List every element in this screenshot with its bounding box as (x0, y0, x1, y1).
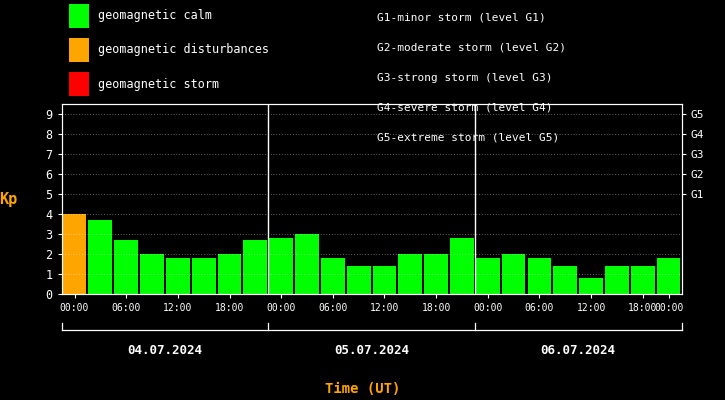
Bar (502, 254, 526, 294)
Bar (424, 254, 448, 294)
Text: 05.07.2024: 05.07.2024 (334, 344, 409, 357)
Text: G4-severe storm (level G4): G4-severe storm (level G4) (377, 103, 552, 113)
Bar (631, 266, 655, 294)
Bar (62, 214, 86, 294)
Bar (269, 238, 293, 294)
Bar (244, 240, 268, 294)
Bar (192, 258, 215, 294)
Bar (295, 234, 319, 294)
Text: G1-minor storm (level G1): G1-minor storm (level G1) (377, 13, 546, 23)
Text: geomagnetic disturbances: geomagnetic disturbances (98, 44, 269, 56)
Bar (347, 266, 370, 294)
Bar (450, 238, 474, 294)
Bar (399, 254, 422, 294)
Text: 06.07.2024: 06.07.2024 (541, 344, 616, 357)
Text: Kp: Kp (0, 192, 18, 206)
Bar (579, 278, 603, 294)
Text: G5-extreme storm (level G5): G5-extreme storm (level G5) (377, 133, 559, 143)
Text: G2-moderate storm (level G2): G2-moderate storm (level G2) (377, 43, 566, 53)
Text: geomagnetic storm: geomagnetic storm (98, 78, 219, 90)
Bar (528, 258, 551, 294)
Bar (321, 258, 344, 294)
Bar (373, 266, 397, 294)
Bar (605, 266, 629, 294)
Text: Time (UT): Time (UT) (325, 382, 400, 396)
Bar (476, 258, 500, 294)
Bar (88, 220, 112, 294)
Bar (218, 254, 241, 294)
Bar (166, 258, 190, 294)
Text: geomagnetic calm: geomagnetic calm (98, 10, 212, 22)
Bar (553, 266, 577, 294)
Text: G3-strong storm (level G3): G3-strong storm (level G3) (377, 73, 552, 83)
Text: 04.07.2024: 04.07.2024 (128, 344, 202, 357)
Bar (657, 258, 681, 294)
Bar (140, 254, 164, 294)
Bar (115, 240, 138, 294)
